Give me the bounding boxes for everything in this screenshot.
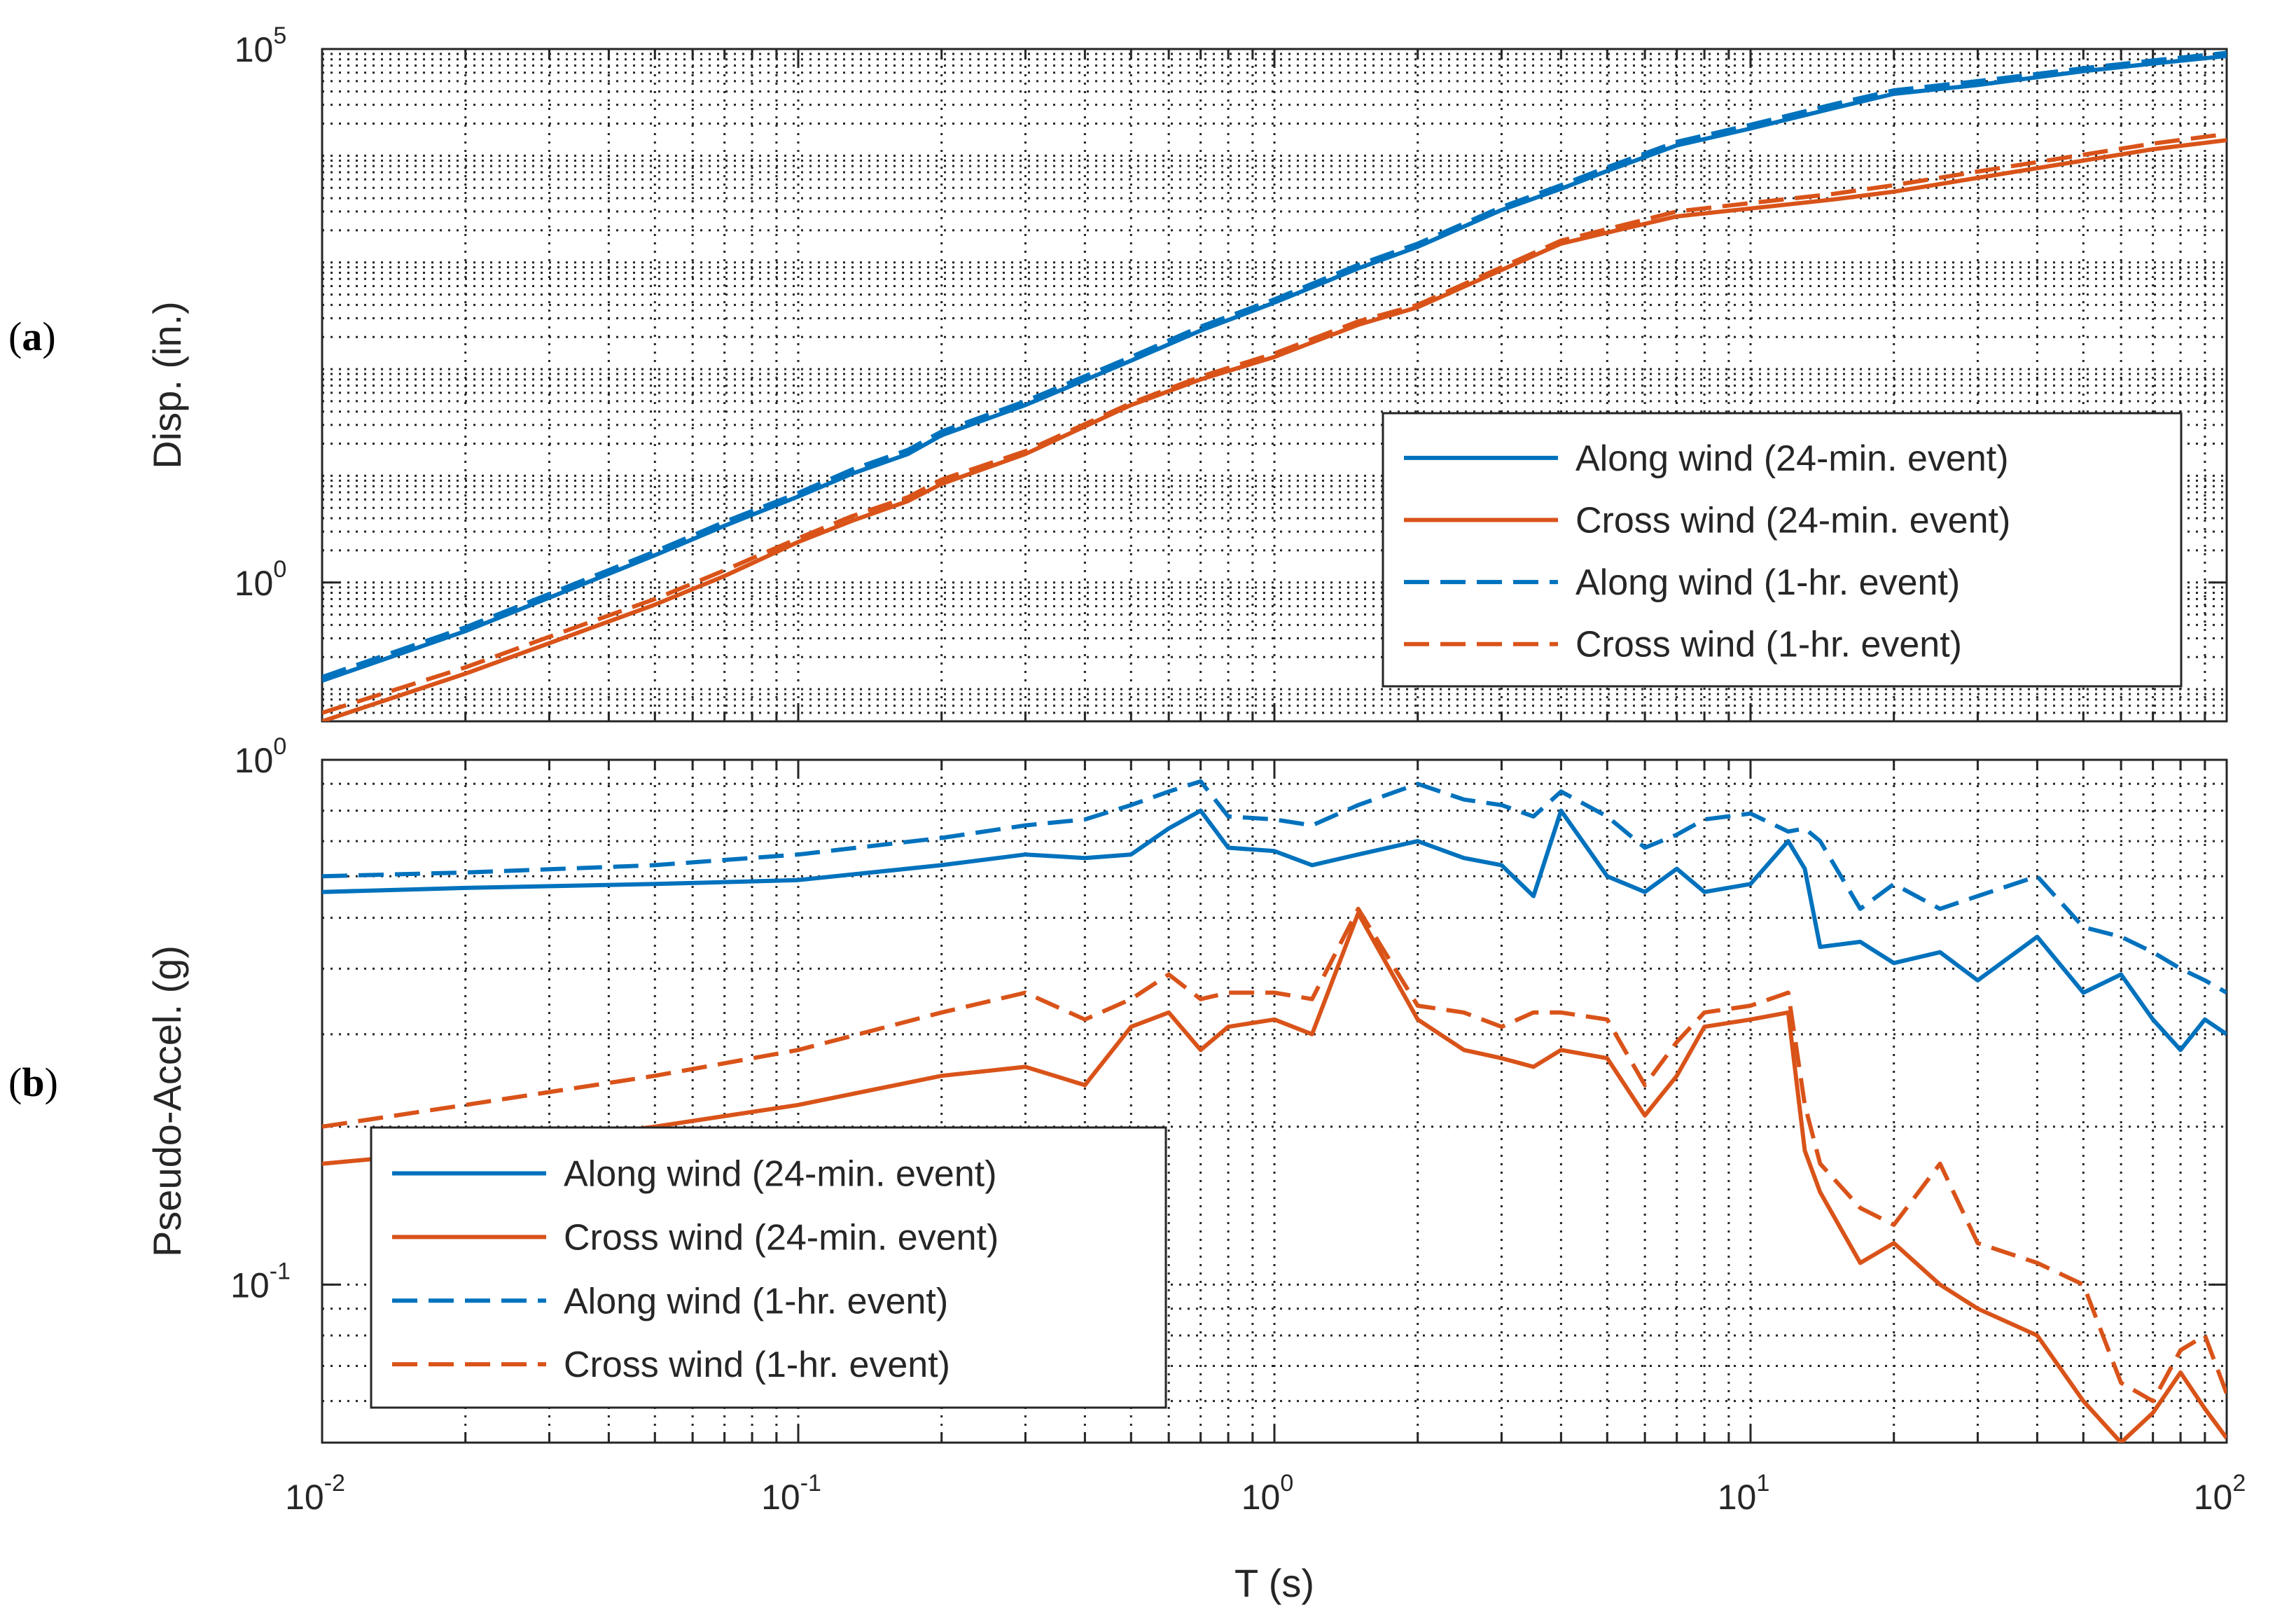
y-tick-label: 100 bbox=[235, 733, 287, 780]
legend-label-1: Along wind (24-min. event) bbox=[1575, 438, 2009, 479]
x-tick-label: 10-2 bbox=[285, 1470, 345, 1517]
series-line-1 bbox=[322, 54, 2227, 683]
legend-label-1: Along wind (24-min. event) bbox=[564, 1153, 997, 1194]
panel-label: (a) bbox=[8, 314, 56, 359]
series-line-3 bbox=[322, 50, 2227, 679]
panel-label: (b) bbox=[8, 1060, 58, 1105]
x-tick-label: 10-1 bbox=[761, 1470, 821, 1517]
legend: Along wind (24-min. event) Cross wind (24… bbox=[370, 1126, 1167, 1409]
series-line-4 bbox=[322, 906, 2227, 1403]
series-lines bbox=[322, 50, 2227, 721]
x-tick-label: 102 bbox=[2194, 1470, 2246, 1517]
series-line-2 bbox=[322, 138, 2227, 721]
legend-label-3: Along wind (1-hr. event) bbox=[564, 1281, 948, 1321]
series-line-4 bbox=[322, 132, 2227, 715]
legend-label-4: Cross wind (1-hr. event) bbox=[1575, 625, 1962, 665]
tick-marks bbox=[321, 758, 2227, 1443]
panel-a: 100 105 Disp. (in.) (a) Along wind (24-min. … bbox=[8, 22, 2228, 723]
panel-b: 10-2 10-1 100 101 102 T (s) 10-1 100 Pseudo-Acce… bbox=[8, 733, 2246, 1605]
y-tick-label: 10-1 bbox=[230, 1258, 291, 1305]
grid bbox=[322, 49, 2227, 721]
y-axis-label: Disp. (in.) bbox=[145, 301, 189, 469]
series-lines bbox=[322, 779, 2227, 1443]
legend-label-3: Along wind (1-hr. event) bbox=[1575, 562, 1960, 603]
x-axis-label: T (s) bbox=[1234, 1561, 1314, 1605]
y-tick-label: 105 bbox=[235, 22, 287, 69]
x-tick-label: 100 bbox=[1241, 1470, 1294, 1517]
legend-label-4: Cross wind (1-hr. event) bbox=[564, 1345, 950, 1385]
series-line-2 bbox=[322, 911, 2227, 1443]
series-line-3 bbox=[322, 779, 2227, 995]
x-tick-label: 101 bbox=[1718, 1470, 1770, 1517]
legend: Along wind (24-min. event) Cross wind (24… bbox=[1382, 412, 2183, 688]
legend-label-2: Cross wind (24-min. event) bbox=[564, 1217, 999, 1258]
y-axis-label: Pseudo-Accel. (g) bbox=[145, 945, 189, 1257]
series-line-1 bbox=[322, 808, 2227, 1053]
y-tick-label: 100 bbox=[235, 556, 287, 603]
legend-label-2: Cross wind (24-min. event) bbox=[1575, 500, 2010, 541]
